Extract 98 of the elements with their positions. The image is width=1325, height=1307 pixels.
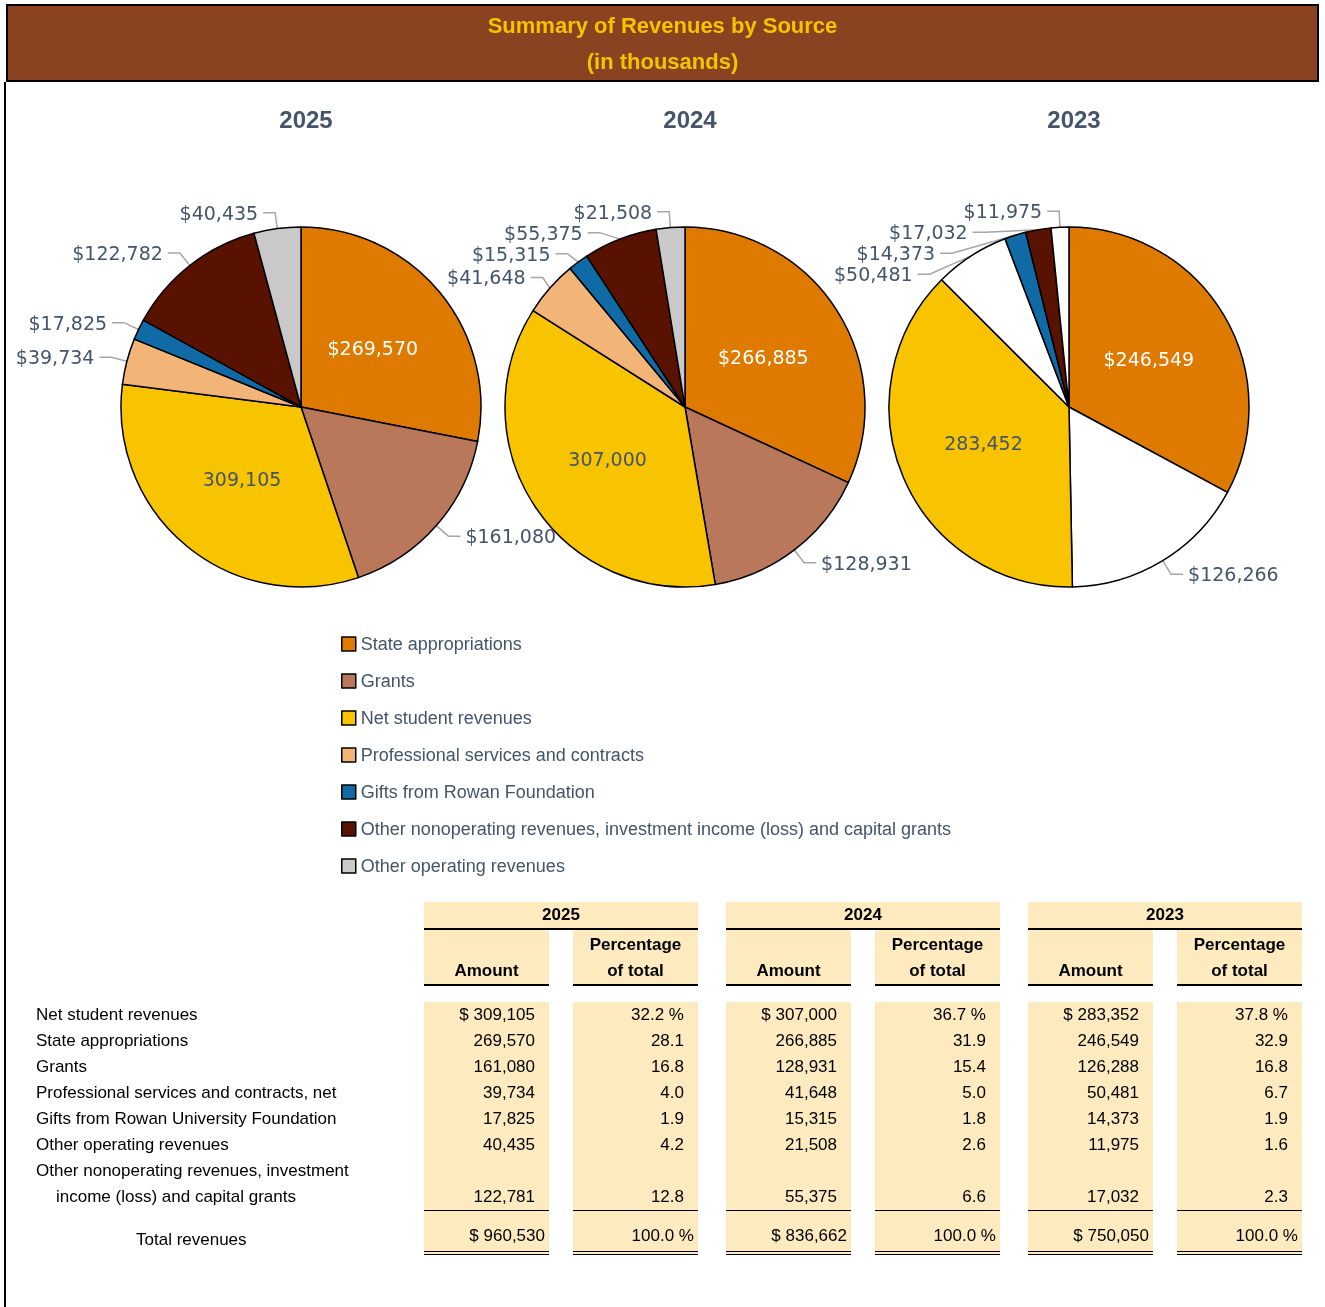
text: 100.0 % xyxy=(631,1226,694,1245)
text: 32.2 % xyxy=(631,1005,684,1024)
category-label: Grants xyxy=(36,1057,88,1076)
text: 41,648 xyxy=(785,1083,837,1102)
text: $ 750,050 xyxy=(1073,1226,1149,1245)
text: 17,032 xyxy=(1087,1187,1139,1206)
data-label: $50,481 xyxy=(834,263,913,286)
text: 21,508 xyxy=(785,1135,837,1154)
legend-label: Professional services and contracts xyxy=(360,745,644,765)
data-label: $17,032 xyxy=(889,221,968,244)
data-label: $128,931 xyxy=(821,551,912,574)
text: 128,931 xyxy=(775,1057,837,1076)
category-label: Other operating revenues xyxy=(36,1135,229,1154)
legend-label: State appropriations xyxy=(360,634,522,654)
text: 2023 xyxy=(1028,902,1302,930)
slice-label: 2023 xyxy=(1047,105,1101,133)
text: 1.9 xyxy=(660,1109,684,1128)
data-label: 309,105 xyxy=(202,467,282,490)
text: $ 960,530 xyxy=(469,1226,545,1245)
data-label: $11,975 xyxy=(963,200,1043,223)
data-label: $14,373 xyxy=(856,242,936,265)
data-label: $122,782 xyxy=(72,241,163,264)
text: 2.6 xyxy=(962,1135,986,1154)
text: 5.0 xyxy=(962,1083,986,1102)
legend-label: Grants xyxy=(360,671,415,691)
legend-label: Other operating revenues xyxy=(360,856,565,876)
text: 31.9 xyxy=(952,1031,986,1050)
category-label: Percentage of total xyxy=(875,930,1000,986)
category-label: Amount xyxy=(726,930,851,986)
legend-label: Net student revenues xyxy=(360,708,532,728)
text: $ 309,105 xyxy=(459,1005,535,1024)
text: 1.6 xyxy=(1264,1135,1288,1154)
category-label: Amount xyxy=(1028,930,1153,986)
text: 40,435 xyxy=(483,1135,535,1154)
text: 266,885 xyxy=(775,1031,837,1050)
category-label: Total revenues xyxy=(136,1230,247,1249)
data-label: $40,435 xyxy=(179,201,259,224)
text: 100.0 % xyxy=(1235,1226,1298,1245)
text: 15.4 xyxy=(952,1057,986,1076)
text: 14,373 xyxy=(1087,1109,1139,1128)
text: 39,734 xyxy=(483,1083,535,1102)
text: 2025 xyxy=(424,902,698,930)
text: 32.9 xyxy=(1254,1031,1288,1050)
text: 1.8 xyxy=(962,1109,986,1128)
data-label: 307,000 xyxy=(568,447,647,470)
category-label: Gifts from Rowan University Foundation xyxy=(36,1109,337,1128)
data-label: $246,549 xyxy=(1103,348,1195,371)
text: 122,781 xyxy=(473,1187,535,1206)
data-label: 283,452 xyxy=(944,432,1023,455)
text: 50,481 xyxy=(1087,1083,1139,1102)
category-label: State appropriations xyxy=(36,1031,189,1050)
text: 36.7 % xyxy=(933,1005,986,1024)
data-label: $161,080 xyxy=(465,525,557,548)
data-label: $126,266 xyxy=(1188,563,1279,586)
text: 246,549 xyxy=(1077,1031,1139,1050)
text: 2024 xyxy=(726,902,1000,930)
text: 15,315 xyxy=(785,1109,837,1128)
text: 161,080 xyxy=(473,1057,535,1076)
text: 16.8 xyxy=(1254,1057,1288,1076)
text: 269,570 xyxy=(473,1031,535,1050)
category-label: Percentage of total xyxy=(573,930,698,986)
text: 126,288 xyxy=(1077,1057,1139,1076)
data-label: $41,648 xyxy=(447,266,526,289)
category-label: Amount xyxy=(424,930,549,986)
text: 100.0 % xyxy=(933,1226,996,1245)
category-label: Professional services and contracts, net xyxy=(36,1083,337,1102)
legend-label: Gifts from Rowan Foundation xyxy=(360,782,595,802)
text: 6.7 xyxy=(1264,1083,1288,1102)
data-label: $15,315 xyxy=(471,242,551,265)
text: 16.8 xyxy=(650,1057,684,1076)
text: 37.8 % xyxy=(1235,1005,1288,1024)
data-label: $55,375 xyxy=(504,221,583,244)
data-label: $266,885 xyxy=(718,345,809,368)
text: 11,975 xyxy=(1088,1135,1139,1154)
text: 28.1 xyxy=(650,1031,684,1050)
category-label: Percentage of total xyxy=(1177,930,1302,986)
text: $ 283,352 xyxy=(1063,1005,1139,1024)
text: 4.0 xyxy=(660,1083,684,1102)
text: 6.6 xyxy=(962,1187,986,1206)
text: 55,375 xyxy=(785,1187,837,1206)
category-label: Net student revenues xyxy=(36,1005,198,1024)
slice-label: 2024 xyxy=(663,105,718,133)
text: 17,825 xyxy=(483,1109,535,1128)
data-label: $269,570 xyxy=(327,336,419,359)
text: $ 836,662 xyxy=(771,1226,847,1245)
text: (in thousands) xyxy=(585,48,740,76)
data-label: $21,508 xyxy=(573,200,653,223)
text: Summary of Revenues by Source xyxy=(486,12,839,40)
text: 4.2 xyxy=(660,1135,684,1154)
text: 1.9 xyxy=(1264,1109,1288,1128)
text: 12.8 xyxy=(650,1187,684,1206)
slice-label: 2025 xyxy=(279,105,333,133)
text: $ 307,000 xyxy=(761,1005,837,1024)
data-label: $39,734 xyxy=(15,346,95,369)
category-label: Other nonoperating revenues, investment income (loss) and capital grants xyxy=(36,1161,349,1206)
data-label: $17,825 xyxy=(28,311,108,334)
text: 2.3 xyxy=(1264,1187,1288,1206)
legend-label: Other nonoperating revenues, investment income (loss) and capital grants xyxy=(360,819,952,839)
